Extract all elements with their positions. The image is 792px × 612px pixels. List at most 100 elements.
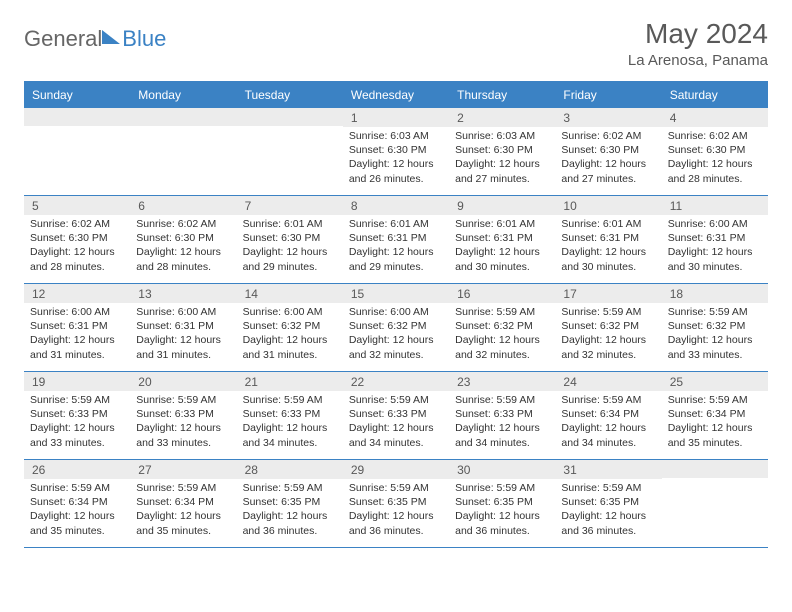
sunrise-text: Sunrise: 6:00 AM	[243, 305, 337, 319]
day-number: 30	[449, 460, 555, 479]
day-info: Sunrise: 5:59 AMSunset: 6:34 PMDaylight:…	[662, 391, 768, 454]
calendar-day-cell: 18Sunrise: 5:59 AMSunset: 6:32 PMDayligh…	[662, 284, 768, 372]
calendar-day-cell: 26Sunrise: 5:59 AMSunset: 6:34 PMDayligh…	[24, 460, 130, 548]
day-info: Sunrise: 6:02 AMSunset: 6:30 PMDaylight:…	[130, 215, 236, 278]
day-info: Sunrise: 5:59 AMSunset: 6:32 PMDaylight:…	[662, 303, 768, 366]
calendar-day-cell: 1Sunrise: 6:03 AMSunset: 6:30 PMDaylight…	[343, 108, 449, 196]
daylight-text: Daylight: 12 hours and 29 minutes.	[349, 245, 443, 273]
day-number: 21	[237, 372, 343, 391]
day-info: Sunrise: 6:01 AMSunset: 6:31 PMDaylight:…	[555, 215, 661, 278]
daylight-text: Daylight: 12 hours and 35 minutes.	[30, 509, 124, 537]
title-block: May 2024 La Arenosa, Panama	[628, 18, 768, 69]
daylight-text: Daylight: 12 hours and 27 minutes.	[455, 157, 549, 185]
day-number: 19	[24, 372, 130, 391]
calendar-day-cell: 9Sunrise: 6:01 AMSunset: 6:31 PMDaylight…	[449, 196, 555, 284]
day-info: Sunrise: 6:03 AMSunset: 6:30 PMDaylight:…	[449, 127, 555, 190]
day-number: 16	[449, 284, 555, 303]
daylight-text: Daylight: 12 hours and 33 minutes.	[668, 333, 762, 361]
sunset-text: Sunset: 6:35 PM	[349, 495, 443, 509]
sunrise-text: Sunrise: 5:59 AM	[455, 481, 549, 495]
sunrise-text: Sunrise: 5:59 AM	[668, 393, 762, 407]
sunset-text: Sunset: 6:30 PM	[349, 143, 443, 157]
day-number: 1	[343, 108, 449, 127]
sunrise-text: Sunrise: 6:00 AM	[668, 217, 762, 231]
sunrise-text: Sunrise: 6:02 AM	[30, 217, 124, 231]
day-info: Sunrise: 5:59 AMSunset: 6:33 PMDaylight:…	[343, 391, 449, 454]
day-info: Sunrise: 5:59 AMSunset: 6:33 PMDaylight:…	[237, 391, 343, 454]
day-number-empty	[662, 460, 768, 478]
day-number-empty	[130, 108, 236, 126]
sunset-text: Sunset: 6:31 PM	[30, 319, 124, 333]
weekday-header: Tuesday	[237, 82, 343, 108]
day-info: Sunrise: 5:59 AMSunset: 6:32 PMDaylight:…	[555, 303, 661, 366]
weekday-header: Sunday	[24, 82, 130, 108]
calendar-day-cell: 17Sunrise: 5:59 AMSunset: 6:32 PMDayligh…	[555, 284, 661, 372]
sunrise-text: Sunrise: 6:01 AM	[243, 217, 337, 231]
calendar-day-cell: 29Sunrise: 5:59 AMSunset: 6:35 PMDayligh…	[343, 460, 449, 548]
day-info: Sunrise: 5:59 AMSunset: 6:35 PMDaylight:…	[237, 479, 343, 542]
calendar-day-cell	[130, 108, 236, 196]
logo-text-1: General	[24, 26, 102, 52]
daylight-text: Daylight: 12 hours and 33 minutes.	[136, 421, 230, 449]
daylight-text: Daylight: 12 hours and 36 minutes.	[349, 509, 443, 537]
daylight-text: Daylight: 12 hours and 35 minutes.	[668, 421, 762, 449]
calendar-week-row: 26Sunrise: 5:59 AMSunset: 6:34 PMDayligh…	[24, 460, 768, 548]
day-number: 14	[237, 284, 343, 303]
sunrise-text: Sunrise: 5:59 AM	[561, 393, 655, 407]
day-number-empty	[237, 108, 343, 126]
day-info: Sunrise: 6:03 AMSunset: 6:30 PMDaylight:…	[343, 127, 449, 190]
daylight-text: Daylight: 12 hours and 34 minutes.	[243, 421, 337, 449]
weekday-header: Monday	[130, 82, 236, 108]
day-info: Sunrise: 6:01 AMSunset: 6:30 PMDaylight:…	[237, 215, 343, 278]
daylight-text: Daylight: 12 hours and 27 minutes.	[561, 157, 655, 185]
day-number: 28	[237, 460, 343, 479]
sunrise-text: Sunrise: 6:01 AM	[561, 217, 655, 231]
sunrise-text: Sunrise: 5:59 AM	[136, 393, 230, 407]
calendar-day-cell: 25Sunrise: 5:59 AMSunset: 6:34 PMDayligh…	[662, 372, 768, 460]
day-number: 8	[343, 196, 449, 215]
weekday-header: Thursday	[449, 82, 555, 108]
day-number-empty	[24, 108, 130, 126]
calendar-day-cell	[237, 108, 343, 196]
header: General Blue May 2024 La Arenosa, Panama	[24, 18, 768, 69]
day-number: 10	[555, 196, 661, 215]
calendar-day-cell: 6Sunrise: 6:02 AMSunset: 6:30 PMDaylight…	[130, 196, 236, 284]
logo: General Blue	[24, 26, 166, 52]
sunset-text: Sunset: 6:34 PM	[136, 495, 230, 509]
daylight-text: Daylight: 12 hours and 32 minutes.	[455, 333, 549, 361]
daylight-text: Daylight: 12 hours and 34 minutes.	[455, 421, 549, 449]
day-number: 27	[130, 460, 236, 479]
calendar-day-cell: 8Sunrise: 6:01 AMSunset: 6:31 PMDaylight…	[343, 196, 449, 284]
calendar-day-cell: 16Sunrise: 5:59 AMSunset: 6:32 PMDayligh…	[449, 284, 555, 372]
calendar-day-cell: 7Sunrise: 6:01 AMSunset: 6:30 PMDaylight…	[237, 196, 343, 284]
calendar-day-cell: 21Sunrise: 5:59 AMSunset: 6:33 PMDayligh…	[237, 372, 343, 460]
day-number: 24	[555, 372, 661, 391]
daylight-text: Daylight: 12 hours and 34 minutes.	[349, 421, 443, 449]
sunrise-text: Sunrise: 5:59 AM	[30, 393, 124, 407]
day-info: Sunrise: 5:59 AMSunset: 6:35 PMDaylight:…	[449, 479, 555, 542]
day-info: Sunrise: 5:59 AMSunset: 6:35 PMDaylight:…	[343, 479, 449, 542]
sunset-text: Sunset: 6:30 PM	[243, 231, 337, 245]
calendar-week-row: 5Sunrise: 6:02 AMSunset: 6:30 PMDaylight…	[24, 196, 768, 284]
calendar-day-cell: 30Sunrise: 5:59 AMSunset: 6:35 PMDayligh…	[449, 460, 555, 548]
sunrise-text: Sunrise: 6:00 AM	[349, 305, 443, 319]
sunset-text: Sunset: 6:31 PM	[455, 231, 549, 245]
sunrise-text: Sunrise: 5:59 AM	[349, 393, 443, 407]
sunset-text: Sunset: 6:32 PM	[243, 319, 337, 333]
day-number: 20	[130, 372, 236, 391]
sunset-text: Sunset: 6:32 PM	[668, 319, 762, 333]
sunrise-text: Sunrise: 5:59 AM	[30, 481, 124, 495]
sunset-text: Sunset: 6:31 PM	[349, 231, 443, 245]
day-info: Sunrise: 6:00 AMSunset: 6:31 PMDaylight:…	[662, 215, 768, 278]
day-number: 2	[449, 108, 555, 127]
day-number: 3	[555, 108, 661, 127]
calendar-day-cell: 10Sunrise: 6:01 AMSunset: 6:31 PMDayligh…	[555, 196, 661, 284]
sunset-text: Sunset: 6:30 PM	[30, 231, 124, 245]
sunrise-text: Sunrise: 5:59 AM	[455, 305, 549, 319]
daylight-text: Daylight: 12 hours and 31 minutes.	[136, 333, 230, 361]
logo-triangle-icon	[102, 30, 120, 44]
daylight-text: Daylight: 12 hours and 32 minutes.	[349, 333, 443, 361]
day-number: 9	[449, 196, 555, 215]
sunrise-text: Sunrise: 6:01 AM	[455, 217, 549, 231]
sunset-text: Sunset: 6:33 PM	[243, 407, 337, 421]
